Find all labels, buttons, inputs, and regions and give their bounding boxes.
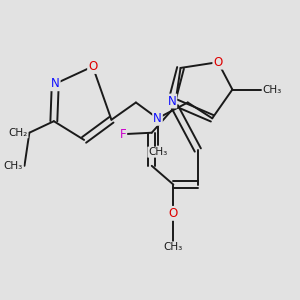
Text: CH₃: CH₃ — [262, 85, 282, 94]
Text: O: O — [213, 56, 223, 69]
Text: O: O — [88, 60, 97, 73]
Text: F: F — [120, 128, 126, 141]
Text: N: N — [153, 112, 162, 125]
Text: O: O — [169, 207, 178, 220]
Text: CH₃: CH₃ — [148, 147, 167, 157]
Text: N: N — [167, 94, 176, 107]
Text: CH₃: CH₃ — [164, 242, 183, 252]
Text: CH₃: CH₃ — [4, 161, 23, 171]
Text: CH₂: CH₂ — [9, 128, 28, 138]
Text: N: N — [51, 77, 60, 90]
